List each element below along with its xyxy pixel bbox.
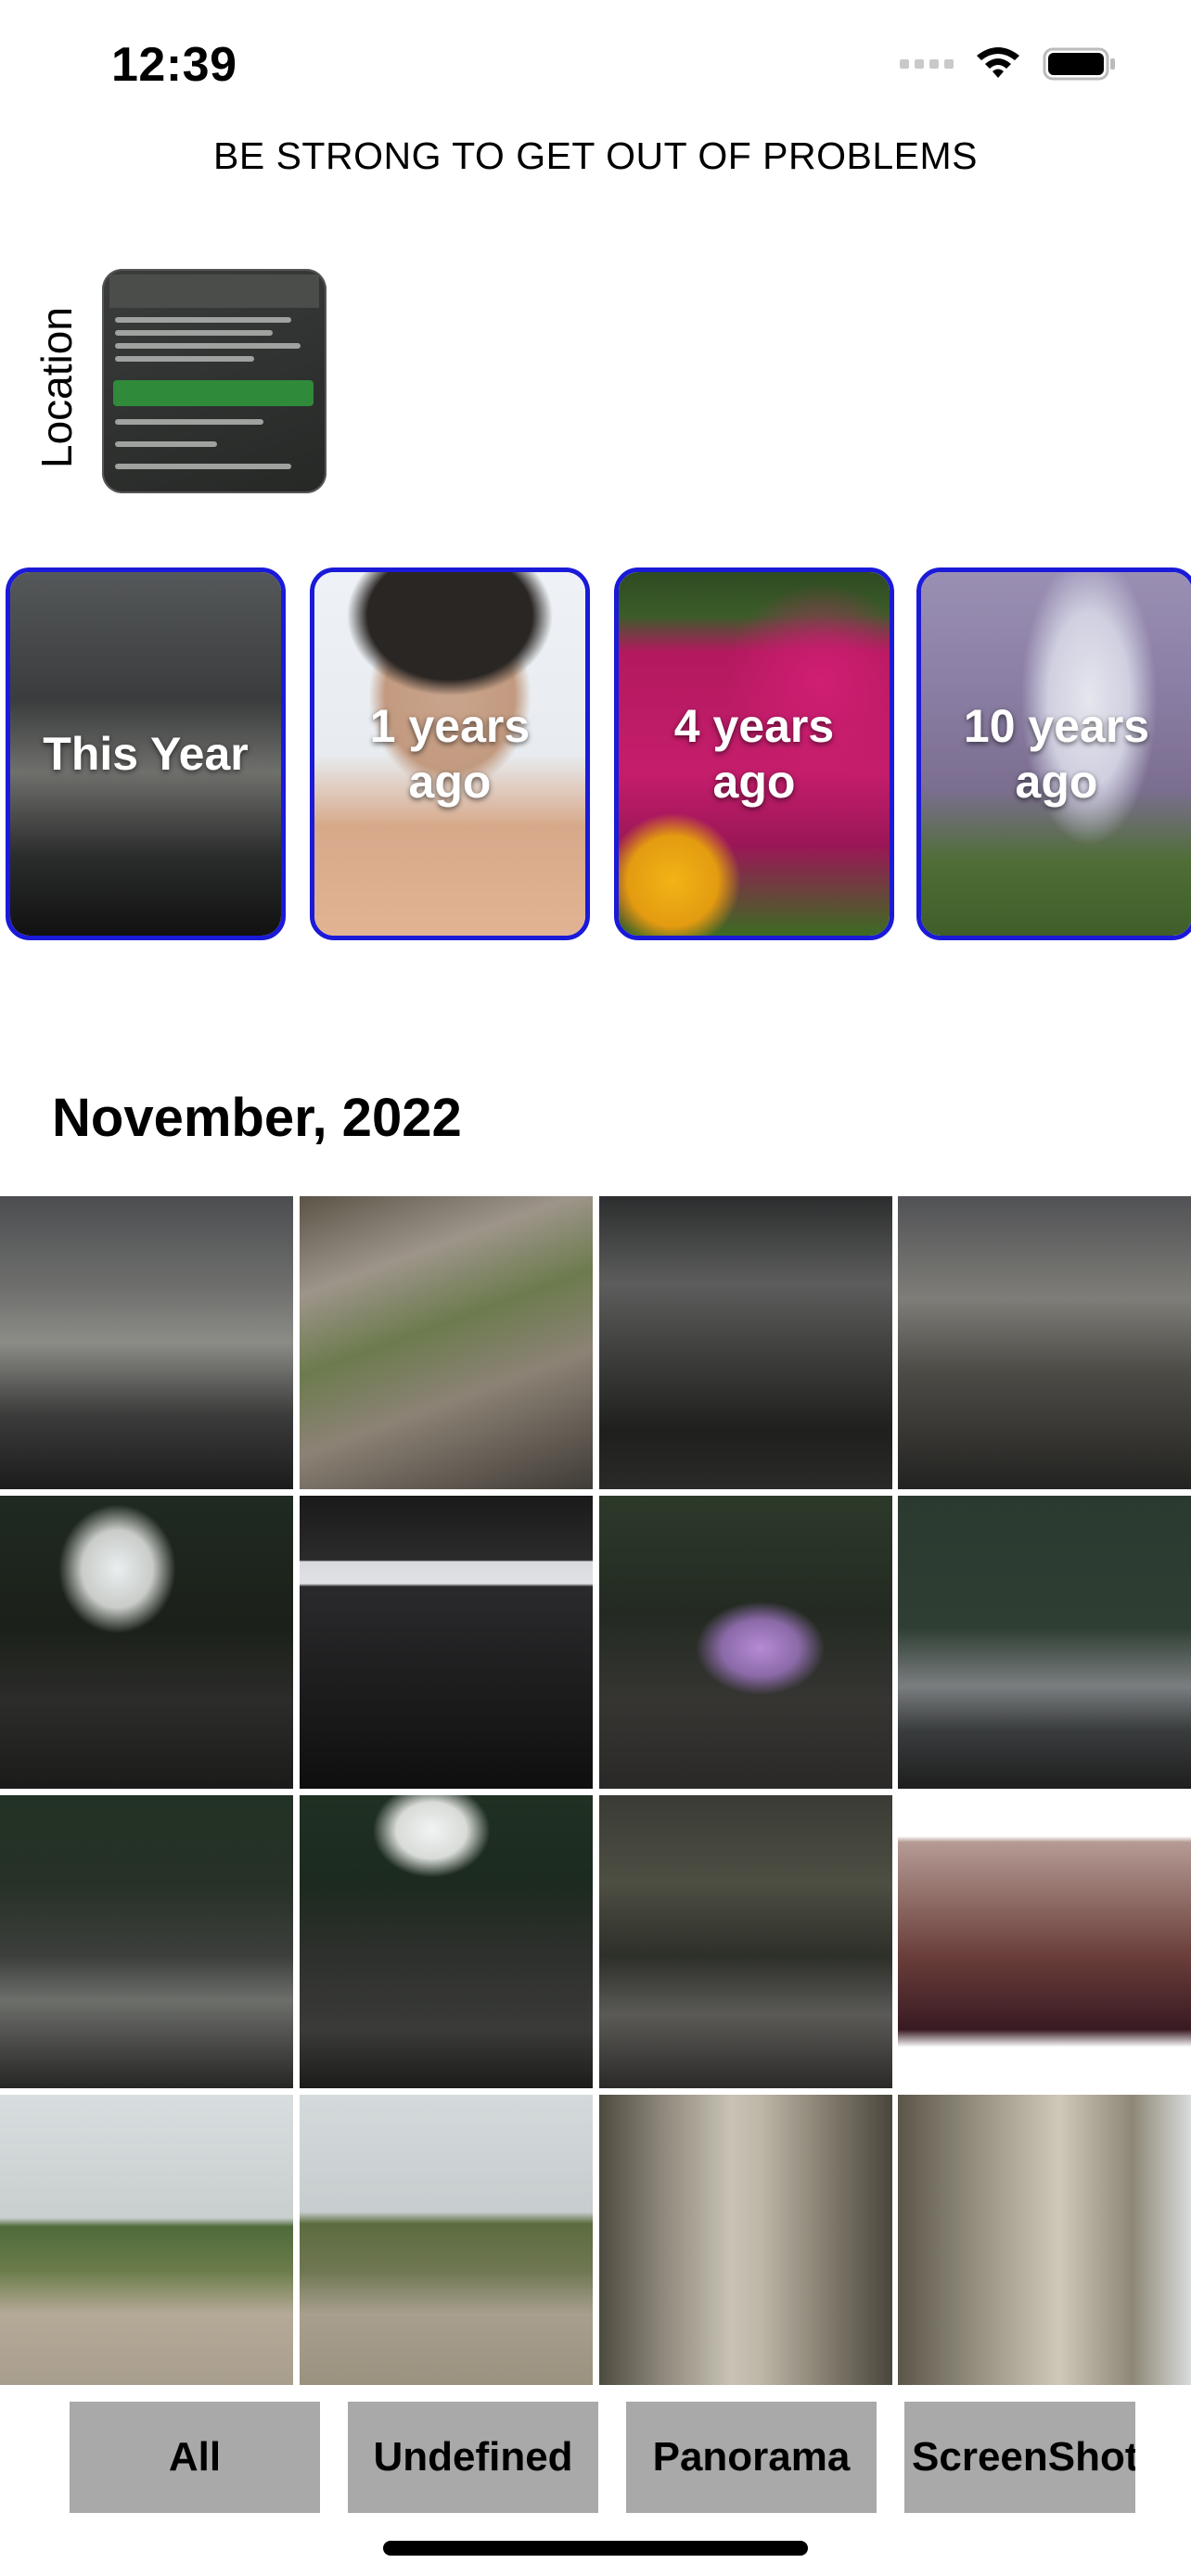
- photo-thumbnail[interactable]: [0, 1196, 293, 1489]
- home-indicator[interactable]: [383, 2541, 808, 2556]
- memory-card-10-years[interactable]: 10 years ago: [916, 567, 1191, 940]
- month-section-title: November, 2022: [52, 1088, 462, 1148]
- status-icons: [900, 46, 1117, 82]
- status-bar: 12:39: [0, 0, 1191, 130]
- photo-thumbnail[interactable]: [300, 1496, 593, 1789]
- memory-card-1-year[interactable]: 1 years ago: [310, 567, 590, 940]
- memory-card-this-year[interactable]: This Year: [6, 567, 286, 940]
- filter-all-button[interactable]: All: [70, 2402, 320, 2513]
- memory-card-label: 4 years ago: [673, 700, 835, 808]
- status-time: 12:39: [111, 38, 237, 92]
- photo-thumbnail[interactable]: [898, 1795, 1191, 2088]
- photo-thumbnail[interactable]: [0, 1795, 293, 2088]
- photo-thumbnail[interactable]: [300, 1795, 593, 2088]
- photo-thumbnail[interactable]: [599, 1795, 892, 2088]
- signal-icon: [900, 59, 954, 69]
- header-title: BE STRONG TO GET OUT OF PROBLEMS: [212, 134, 978, 177]
- memory-card-4-years[interactable]: 4 years ago: [614, 567, 894, 940]
- memories-carousel[interactable]: This Year 1 years ago 4 years ago 10 yea…: [0, 564, 1191, 948]
- filter-undefined-button[interactable]: Undefined: [348, 2402, 598, 2513]
- memory-card-label: 1 years ago: [369, 700, 531, 808]
- photo-thumbnail[interactable]: [599, 1196, 892, 1489]
- photo-thumbnail[interactable]: [898, 2095, 1191, 2388]
- photo-thumbnail[interactable]: [0, 2095, 293, 2388]
- filter-panorama-button[interactable]: Panorama: [626, 2402, 877, 2513]
- photo-thumbnail[interactable]: [898, 1196, 1191, 1489]
- wifi-icon: [974, 46, 1022, 82]
- photo-thumbnail[interactable]: [300, 1196, 593, 1489]
- location-thumbnail[interactable]: [102, 269, 327, 493]
- filter-screenshot-button[interactable]: ScreenShot: [904, 2402, 1135, 2513]
- memory-card-label: 10 years ago: [963, 700, 1150, 808]
- photo-thumbnail[interactable]: [0, 1496, 293, 1789]
- memory-card-label: This Year: [43, 728, 249, 780]
- battery-icon: [1043, 46, 1117, 82]
- photo-thumbnail[interactable]: [300, 2095, 593, 2388]
- photo-thumbnail[interactable]: [898, 1496, 1191, 1789]
- photo-thumbnail[interactable]: [599, 2095, 892, 2388]
- location-label: Location: [32, 307, 81, 468]
- photo-thumbnail[interactable]: [599, 1496, 892, 1789]
